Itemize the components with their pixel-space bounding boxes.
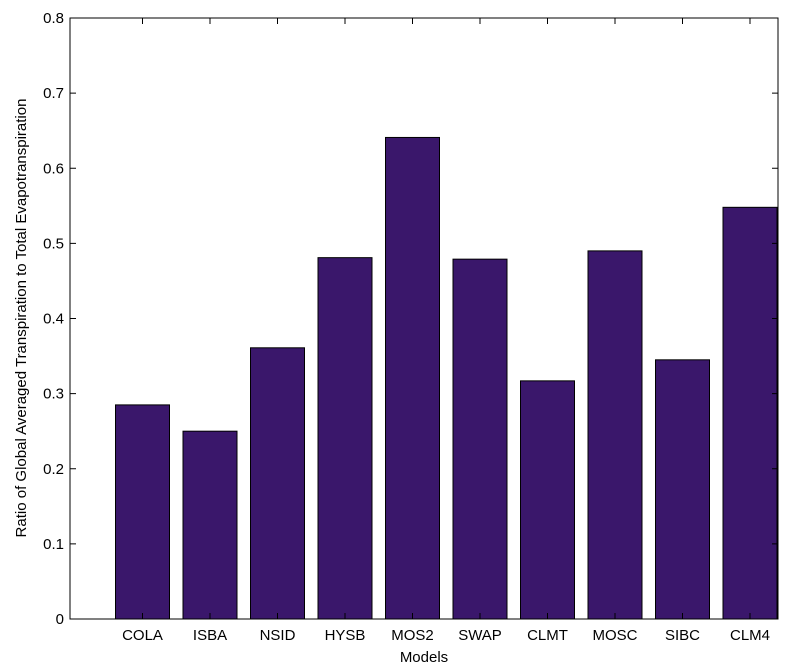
bar-swap bbox=[452, 258, 508, 620]
y-tick-label: 0.4 bbox=[43, 311, 64, 328]
y-tick-label: 0.2 bbox=[43, 461, 64, 478]
x-tick-label: HYSB bbox=[325, 627, 366, 644]
bar-mosc bbox=[587, 250, 643, 620]
x-tick-label: MOS2 bbox=[391, 627, 434, 644]
y-tick-label: 0.1 bbox=[43, 536, 64, 553]
bar-clmt bbox=[520, 380, 575, 620]
x-tick-label: NSID bbox=[260, 627, 296, 644]
y-tick-label: 0.3 bbox=[43, 386, 64, 403]
bar-clm4 bbox=[722, 206, 778, 620]
x-tick-label: ISBA bbox=[193, 627, 227, 644]
x-tick-label: SWAP bbox=[458, 627, 502, 644]
bar-hysb bbox=[317, 257, 373, 620]
y-axis-label: Ratio of Global Averaged Transpiration t… bbox=[13, 99, 30, 538]
bar-nsid bbox=[250, 347, 305, 620]
x-tick-label: SIBC bbox=[665, 627, 700, 644]
x-tick-label: COLA bbox=[122, 627, 163, 644]
bars-group bbox=[115, 136, 778, 620]
bar-isba bbox=[182, 430, 238, 620]
x-tick-label: CLMT bbox=[527, 627, 568, 644]
x-axis-label: Models bbox=[400, 649, 448, 665]
y-tick-label: 0.6 bbox=[43, 160, 64, 177]
x-axis: COLA ISBA NSID HYSB MOS2 SWAP CLMT MOSC SIBC CLM4 bbox=[122, 18, 770, 644]
y-tick-label: 0.5 bbox=[43, 235, 64, 252]
y-axis: 0 0.1 0.2 0.3 0.4 0.5 0.6 0.7 0.8 bbox=[43, 10, 778, 628]
y-tick-label: 0.8 bbox=[43, 10, 64, 27]
bar-mos2 bbox=[385, 136, 440, 620]
x-tick-label: CLM4 bbox=[730, 627, 770, 644]
y-tick-label: 0 bbox=[56, 611, 64, 628]
bar-sibc bbox=[655, 359, 710, 620]
y-tick-label: 0.7 bbox=[43, 85, 64, 102]
x-tick-label: MOSC bbox=[593, 627, 638, 644]
bar-cola bbox=[115, 404, 170, 620]
